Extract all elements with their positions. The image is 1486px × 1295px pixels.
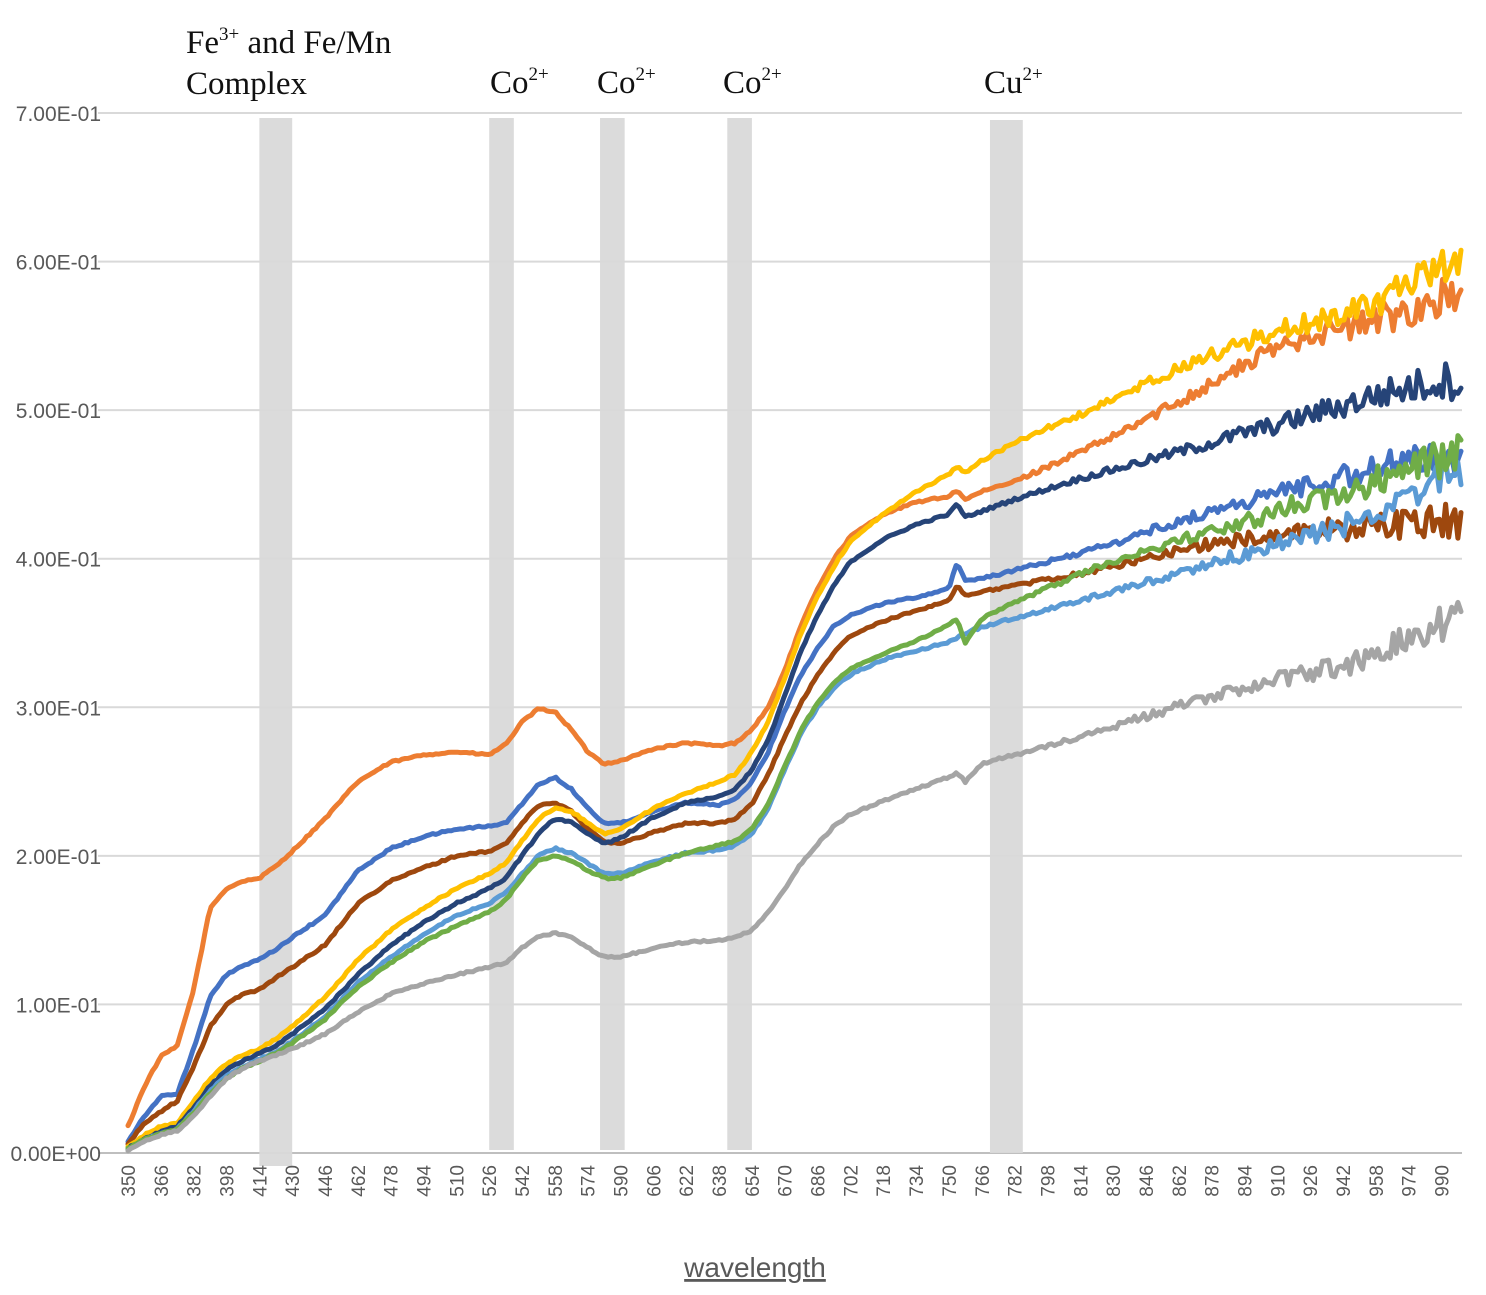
y-tick-label-4: 4.00E-01 bbox=[16, 549, 101, 572]
x-tick-label-36: 926 bbox=[1301, 1165, 1322, 1197]
x-tick-label-32: 862 bbox=[1170, 1165, 1191, 1197]
x-tick-label-14: 574 bbox=[579, 1165, 600, 1197]
x-tick-label-37: 942 bbox=[1334, 1165, 1355, 1197]
y-tick-label-2: 2.00E-01 bbox=[16, 846, 101, 869]
x-axis-tick-labels: 350 366 382 398 414 430 446 462 478 494 510 526 542 5… bbox=[119, 1165, 1454, 1197]
x-tick-label-38: 958 bbox=[1367, 1165, 1388, 1197]
x-tick-label-1: 366 bbox=[152, 1165, 173, 1197]
series-line-5 bbox=[125, 458, 1464, 1152]
y-tick-label-0: 0.00E+00 bbox=[10, 1143, 101, 1166]
x-tick-label-31: 846 bbox=[1137, 1165, 1158, 1197]
gridlines bbox=[98, 112, 1462, 1154]
x-axis-title: wavelength bbox=[683, 1252, 826, 1283]
x-tick-label-3: 398 bbox=[218, 1165, 239, 1197]
y-tick-label-6: 6.00E-01 bbox=[16, 252, 101, 275]
x-tick-label-17: 622 bbox=[677, 1165, 698, 1197]
x-tick-label-4: 414 bbox=[250, 1165, 271, 1197]
band-label-0-line2: Complex bbox=[186, 66, 307, 102]
x-tick-label-39: 974 bbox=[1400, 1165, 1421, 1197]
x-tick-label-40: 990 bbox=[1433, 1165, 1454, 1197]
y-axis-tick-labels: 0.00E+00 1.00E-01 2.00E-01 3.00E-01 4.00E-01… bbox=[10, 103, 101, 1166]
x-tick-label-2: 382 bbox=[185, 1165, 206, 1197]
band-4 bbox=[989, 120, 1023, 1153]
series-line-7 bbox=[125, 599, 1464, 1154]
band-0 bbox=[259, 118, 293, 1166]
x-tick-label-9: 494 bbox=[415, 1165, 436, 1197]
band-label-1: Co2+ bbox=[490, 64, 549, 101]
x-tick-label-28: 798 bbox=[1038, 1165, 1059, 1197]
x-tick-label-21: 686 bbox=[809, 1165, 830, 1197]
band-1 bbox=[489, 118, 514, 1150]
x-tick-label-22: 702 bbox=[841, 1165, 862, 1197]
x-tick-label-18: 638 bbox=[710, 1165, 731, 1197]
x-tick-label-13: 558 bbox=[546, 1165, 567, 1197]
x-tick-label-6: 446 bbox=[316, 1165, 337, 1197]
band-annotations: Fe3+ and Fe/Mn Complex Co2+ Co2+ Co2+ Cu2+ bbox=[186, 24, 1043, 102]
x-tick-label-0: 350 bbox=[119, 1165, 140, 1197]
x-tick-label-19: 654 bbox=[743, 1165, 764, 1197]
series-line-0 bbox=[125, 276, 1464, 1129]
y-tick-label-1: 1.00E-01 bbox=[16, 994, 101, 1017]
series-line-4 bbox=[125, 361, 1464, 1152]
x-tick-label-11: 526 bbox=[480, 1165, 501, 1197]
x-tick-label-8: 478 bbox=[382, 1165, 403, 1197]
absorption-bands bbox=[259, 118, 1023, 1166]
x-tick-label-5: 430 bbox=[283, 1165, 304, 1197]
x-tick-label-25: 750 bbox=[940, 1165, 961, 1197]
y-tick-label-7: 7.00E-01 bbox=[16, 103, 101, 126]
series-line-3 bbox=[125, 247, 1464, 1149]
x-tick-label-34: 894 bbox=[1236, 1165, 1257, 1197]
x-tick-label-7: 462 bbox=[349, 1165, 370, 1197]
x-tick-label-27: 782 bbox=[1006, 1165, 1027, 1197]
x-tick-label-29: 814 bbox=[1071, 1165, 1092, 1197]
x-tick-label-16: 606 bbox=[644, 1165, 665, 1197]
x-tick-label-26: 766 bbox=[973, 1165, 994, 1197]
x-tick-label-10: 510 bbox=[447, 1165, 468, 1197]
band-2 bbox=[600, 118, 625, 1150]
x-tick-label-23: 718 bbox=[874, 1165, 895, 1197]
x-tick-label-35: 910 bbox=[1268, 1165, 1289, 1197]
series-line-6 bbox=[125, 433, 1464, 1151]
series-lines bbox=[125, 247, 1464, 1154]
band-label-4: Cu2+ bbox=[984, 64, 1043, 101]
series-line-2 bbox=[125, 501, 1464, 1147]
band-label-3: Co2+ bbox=[723, 64, 782, 101]
band-3 bbox=[727, 118, 752, 1150]
x-tick-label-24: 734 bbox=[907, 1165, 928, 1197]
band-label-0: Fe3+ and Fe/Mn bbox=[186, 24, 391, 61]
x-tick-label-20: 670 bbox=[776, 1165, 797, 1197]
y-tick-label-3: 3.00E-01 bbox=[16, 697, 101, 720]
y-tick-label-5: 5.00E-01 bbox=[16, 400, 101, 423]
x-tick-label-30: 830 bbox=[1104, 1165, 1125, 1197]
x-tick-label-15: 590 bbox=[612, 1165, 633, 1197]
series-line-1 bbox=[125, 442, 1464, 1145]
x-tick-label-33: 878 bbox=[1203, 1165, 1224, 1197]
x-tick-label-12: 542 bbox=[513, 1165, 534, 1197]
band-label-2: Co2+ bbox=[597, 64, 656, 101]
